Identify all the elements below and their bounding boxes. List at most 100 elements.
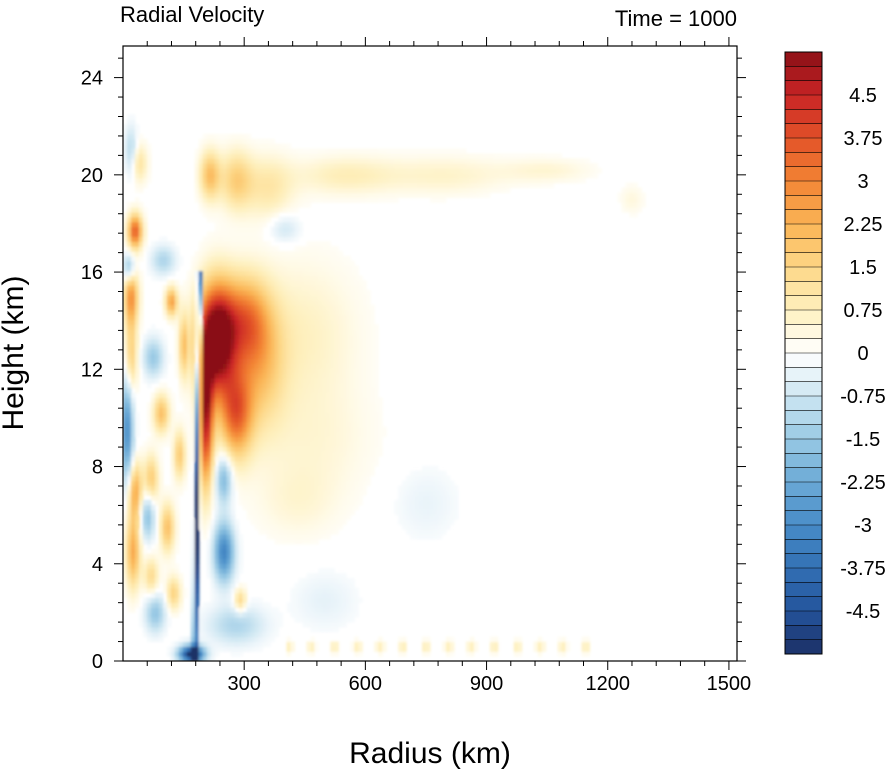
heatmap-cell (258, 172, 264, 179)
heatmap-cell (254, 382, 260, 389)
heatmap-cell (354, 373, 359, 379)
heatmap-cell (126, 270, 132, 276)
heatmap-cell (238, 251, 244, 257)
heatmap-cell (342, 597, 347, 604)
heatmap-cell (274, 441, 280, 447)
heatmap-cell (178, 358, 184, 364)
heatmap-cell (194, 441, 200, 447)
heatmap-cell (258, 529, 264, 535)
heatmap-cell (290, 299, 296, 306)
heatmap-cell (298, 192, 304, 198)
heatmap-cell (142, 607, 148, 613)
heatmap-cell (174, 475, 180, 481)
heatmap-cell (294, 582, 300, 589)
heatmap-cell (214, 309, 220, 316)
heatmap-cell (250, 460, 256, 467)
heatmap-cell (358, 363, 363, 369)
heatmap-cell (174, 548, 180, 555)
heatmap-cell (330, 397, 335, 403)
heatmap-cell (226, 333, 232, 340)
heatmap-cell (326, 397, 331, 403)
heatmap-cell (266, 368, 272, 374)
heatmap-cell (174, 333, 180, 340)
heatmap-cell (346, 353, 351, 359)
heatmap-cell (326, 148, 331, 154)
heatmap-cell (238, 319, 244, 325)
heatmap-cell (262, 285, 268, 291)
heatmap-cell (214, 646, 220, 652)
heatmap-cell (282, 285, 288, 291)
heatmap-cell (126, 470, 132, 477)
heatmap-cell (258, 495, 264, 501)
heatmap-cell (138, 363, 144, 369)
heatmap-cell (234, 246, 240, 252)
heatmap-cell (142, 504, 148, 511)
heatmap-cell (302, 255, 308, 262)
heatmap-cell (322, 578, 327, 584)
heatmap-cell (258, 377, 264, 384)
heatmap-cell (350, 617, 355, 623)
heatmap-cell (238, 534, 244, 540)
heatmap-cell (194, 548, 200, 555)
heatmap-cell (274, 309, 280, 316)
heatmap-cell (278, 275, 284, 281)
heatmap-cell (214, 329, 220, 335)
heatmap-cell (334, 641, 339, 647)
heatmap-cell (342, 270, 347, 276)
heatmap-cell (290, 441, 296, 447)
heatmap-cell (314, 436, 319, 442)
heatmap-cell (206, 626, 212, 633)
heatmap-cell (298, 368, 304, 374)
heatmap-cell (298, 270, 304, 276)
heatmap-cell (242, 192, 248, 198)
heatmap-cell (202, 651, 208, 657)
heatmap-cell (130, 207, 136, 213)
heatmap-cell (342, 329, 347, 335)
heatmap-cell (130, 460, 136, 467)
heatmap-cell (166, 597, 172, 604)
heatmap-cell (262, 309, 268, 316)
heatmap-cell (126, 509, 132, 516)
heatmap-cell (318, 304, 323, 311)
heatmap-cell (134, 182, 140, 189)
heatmap-cell (126, 358, 132, 364)
heatmap-cell (126, 446, 132, 452)
heatmap-cell (186, 285, 192, 291)
heatmap-cell (134, 153, 140, 159)
heatmap-cell (246, 187, 252, 194)
heatmap-cell (270, 456, 276, 462)
heatmap-cell (234, 456, 240, 462)
heatmap-cell (210, 656, 216, 661)
heatmap-cell (222, 168, 228, 174)
heatmap-cell (246, 148, 252, 154)
heatmap-cell (266, 182, 272, 189)
heatmap-cell (158, 251, 164, 257)
heatmap-cell (174, 597, 180, 604)
heatmap-cell (214, 197, 220, 203)
heatmap-cell (162, 538, 168, 545)
heatmap-cell (123, 416, 128, 423)
heatmap-cell (310, 607, 315, 613)
heatmap-cell (126, 133, 132, 140)
heatmap-cell (258, 333, 264, 340)
heatmap-cell (326, 407, 331, 413)
heatmap-cell (206, 207, 212, 213)
heatmap-cell (282, 436, 288, 442)
heatmap-cell (246, 153, 252, 159)
heatmap-cell (226, 202, 232, 208)
heatmap-cell (126, 451, 132, 457)
heatmap-cell (162, 382, 168, 389)
heatmap-cell (282, 319, 288, 325)
heatmap-cell (222, 538, 228, 545)
heatmap-cell (346, 324, 351, 330)
heatmap-cell (270, 377, 276, 384)
heatmap-cell (274, 421, 280, 428)
heatmap-cell (202, 631, 208, 638)
heatmap-cell (326, 241, 331, 247)
heatmap-cell (210, 382, 216, 389)
heatmap-cell (186, 358, 192, 364)
heatmap-cell (210, 353, 216, 359)
heatmap-cell (142, 246, 148, 252)
heatmap-cell (206, 202, 212, 208)
heatmap-cell (270, 226, 276, 233)
